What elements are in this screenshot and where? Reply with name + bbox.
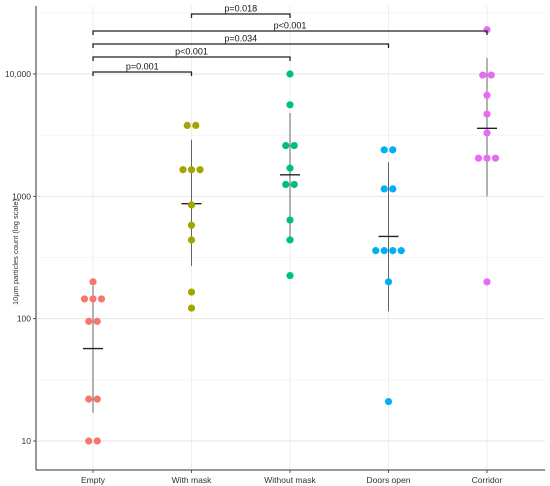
- y-axis-title: 10μm particles count (log scale): [11, 198, 20, 305]
- data-point: [479, 71, 487, 79]
- data-point: [389, 146, 397, 154]
- data-point: [187, 288, 196, 296]
- data-point: [97, 295, 106, 303]
- data-point: [93, 437, 101, 445]
- significance-bracket: [92, 56, 291, 61]
- data-point: [384, 397, 393, 406]
- data-point: [192, 121, 200, 130]
- data-point: [286, 101, 294, 109]
- data-point: [286, 236, 294, 244]
- significance-brackets: p=0.018 p<0.001 p=0.034 p<0.001 p=0.001: [92, 4, 488, 76]
- data-point: [85, 437, 93, 445]
- data-point: [286, 271, 294, 280]
- data-point: [187, 236, 196, 244]
- significance-bracket: [92, 71, 193, 76]
- x-axis-ticks: Empty With mask Without mask Doors open Corr…: [81, 470, 503, 485]
- x-tick-label: Doors open: [367, 475, 411, 485]
- x-tick-label: With mask: [172, 475, 212, 485]
- data-point: [286, 216, 294, 224]
- data-point: [85, 317, 93, 325]
- data-point: [80, 295, 89, 303]
- y-tick-label: 100: [17, 314, 31, 324]
- y-axis-ticks: 10 100 1000 10,000: [5, 69, 36, 446]
- data-point: [89, 278, 97, 286]
- data-point: [187, 166, 196, 174]
- grid: [36, 6, 545, 470]
- data-point: [187, 221, 196, 229]
- data-point: [196, 166, 204, 174]
- data-point: [93, 395, 101, 403]
- y-tick-label: 10,000: [5, 69, 31, 79]
- data-point: [380, 185, 388, 193]
- data-point: [483, 154, 491, 162]
- data-point: [183, 121, 191, 130]
- p-value-label: p<0.001: [175, 47, 208, 57]
- data-point: [282, 141, 290, 150]
- data-point: [85, 395, 93, 403]
- data-point: [282, 180, 290, 189]
- axes: [35, 6, 545, 471]
- p-value-label: p=0.001: [126, 62, 159, 72]
- x-tick-label: Empty: [81, 475, 106, 485]
- data-points: [80, 26, 500, 445]
- data-point: [474, 154, 483, 162]
- data-point: [487, 71, 495, 79]
- data-point: [483, 91, 491, 99]
- data-point: [89, 295, 97, 303]
- data-point: [286, 70, 294, 78]
- data-point: [290, 141, 298, 150]
- x-tick-label: Corridor: [472, 475, 503, 485]
- x-tick-label: Without mask: [264, 475, 316, 485]
- data-point: [187, 304, 196, 312]
- data-point: [384, 278, 393, 286]
- data-point: [290, 180, 298, 189]
- data-point: [380, 146, 388, 154]
- p-value-label: p=0.034: [224, 34, 257, 44]
- data-point: [93, 317, 101, 325]
- data-point: [483, 110, 491, 118]
- data-point: [397, 247, 405, 255]
- y-tick-label: 10: [22, 436, 32, 446]
- data-point: [179, 166, 187, 174]
- significance-bracket: [190, 13, 291, 18]
- data-point: [187, 201, 196, 209]
- significance-bracket: [92, 43, 390, 48]
- significance-bracket: [92, 30, 488, 35]
- data-point: [483, 129, 491, 137]
- p-value-label: p<0.001: [274, 21, 307, 31]
- p-value-label: p=0.018: [224, 4, 257, 14]
- data-point: [380, 247, 388, 255]
- data-point: [372, 247, 380, 255]
- y-tick-label: 1000: [12, 191, 31, 201]
- data-point: [483, 278, 491, 286]
- data-point: [389, 247, 397, 255]
- data-point: [389, 185, 397, 193]
- data-point: [491, 154, 500, 162]
- data-point: [286, 164, 294, 172]
